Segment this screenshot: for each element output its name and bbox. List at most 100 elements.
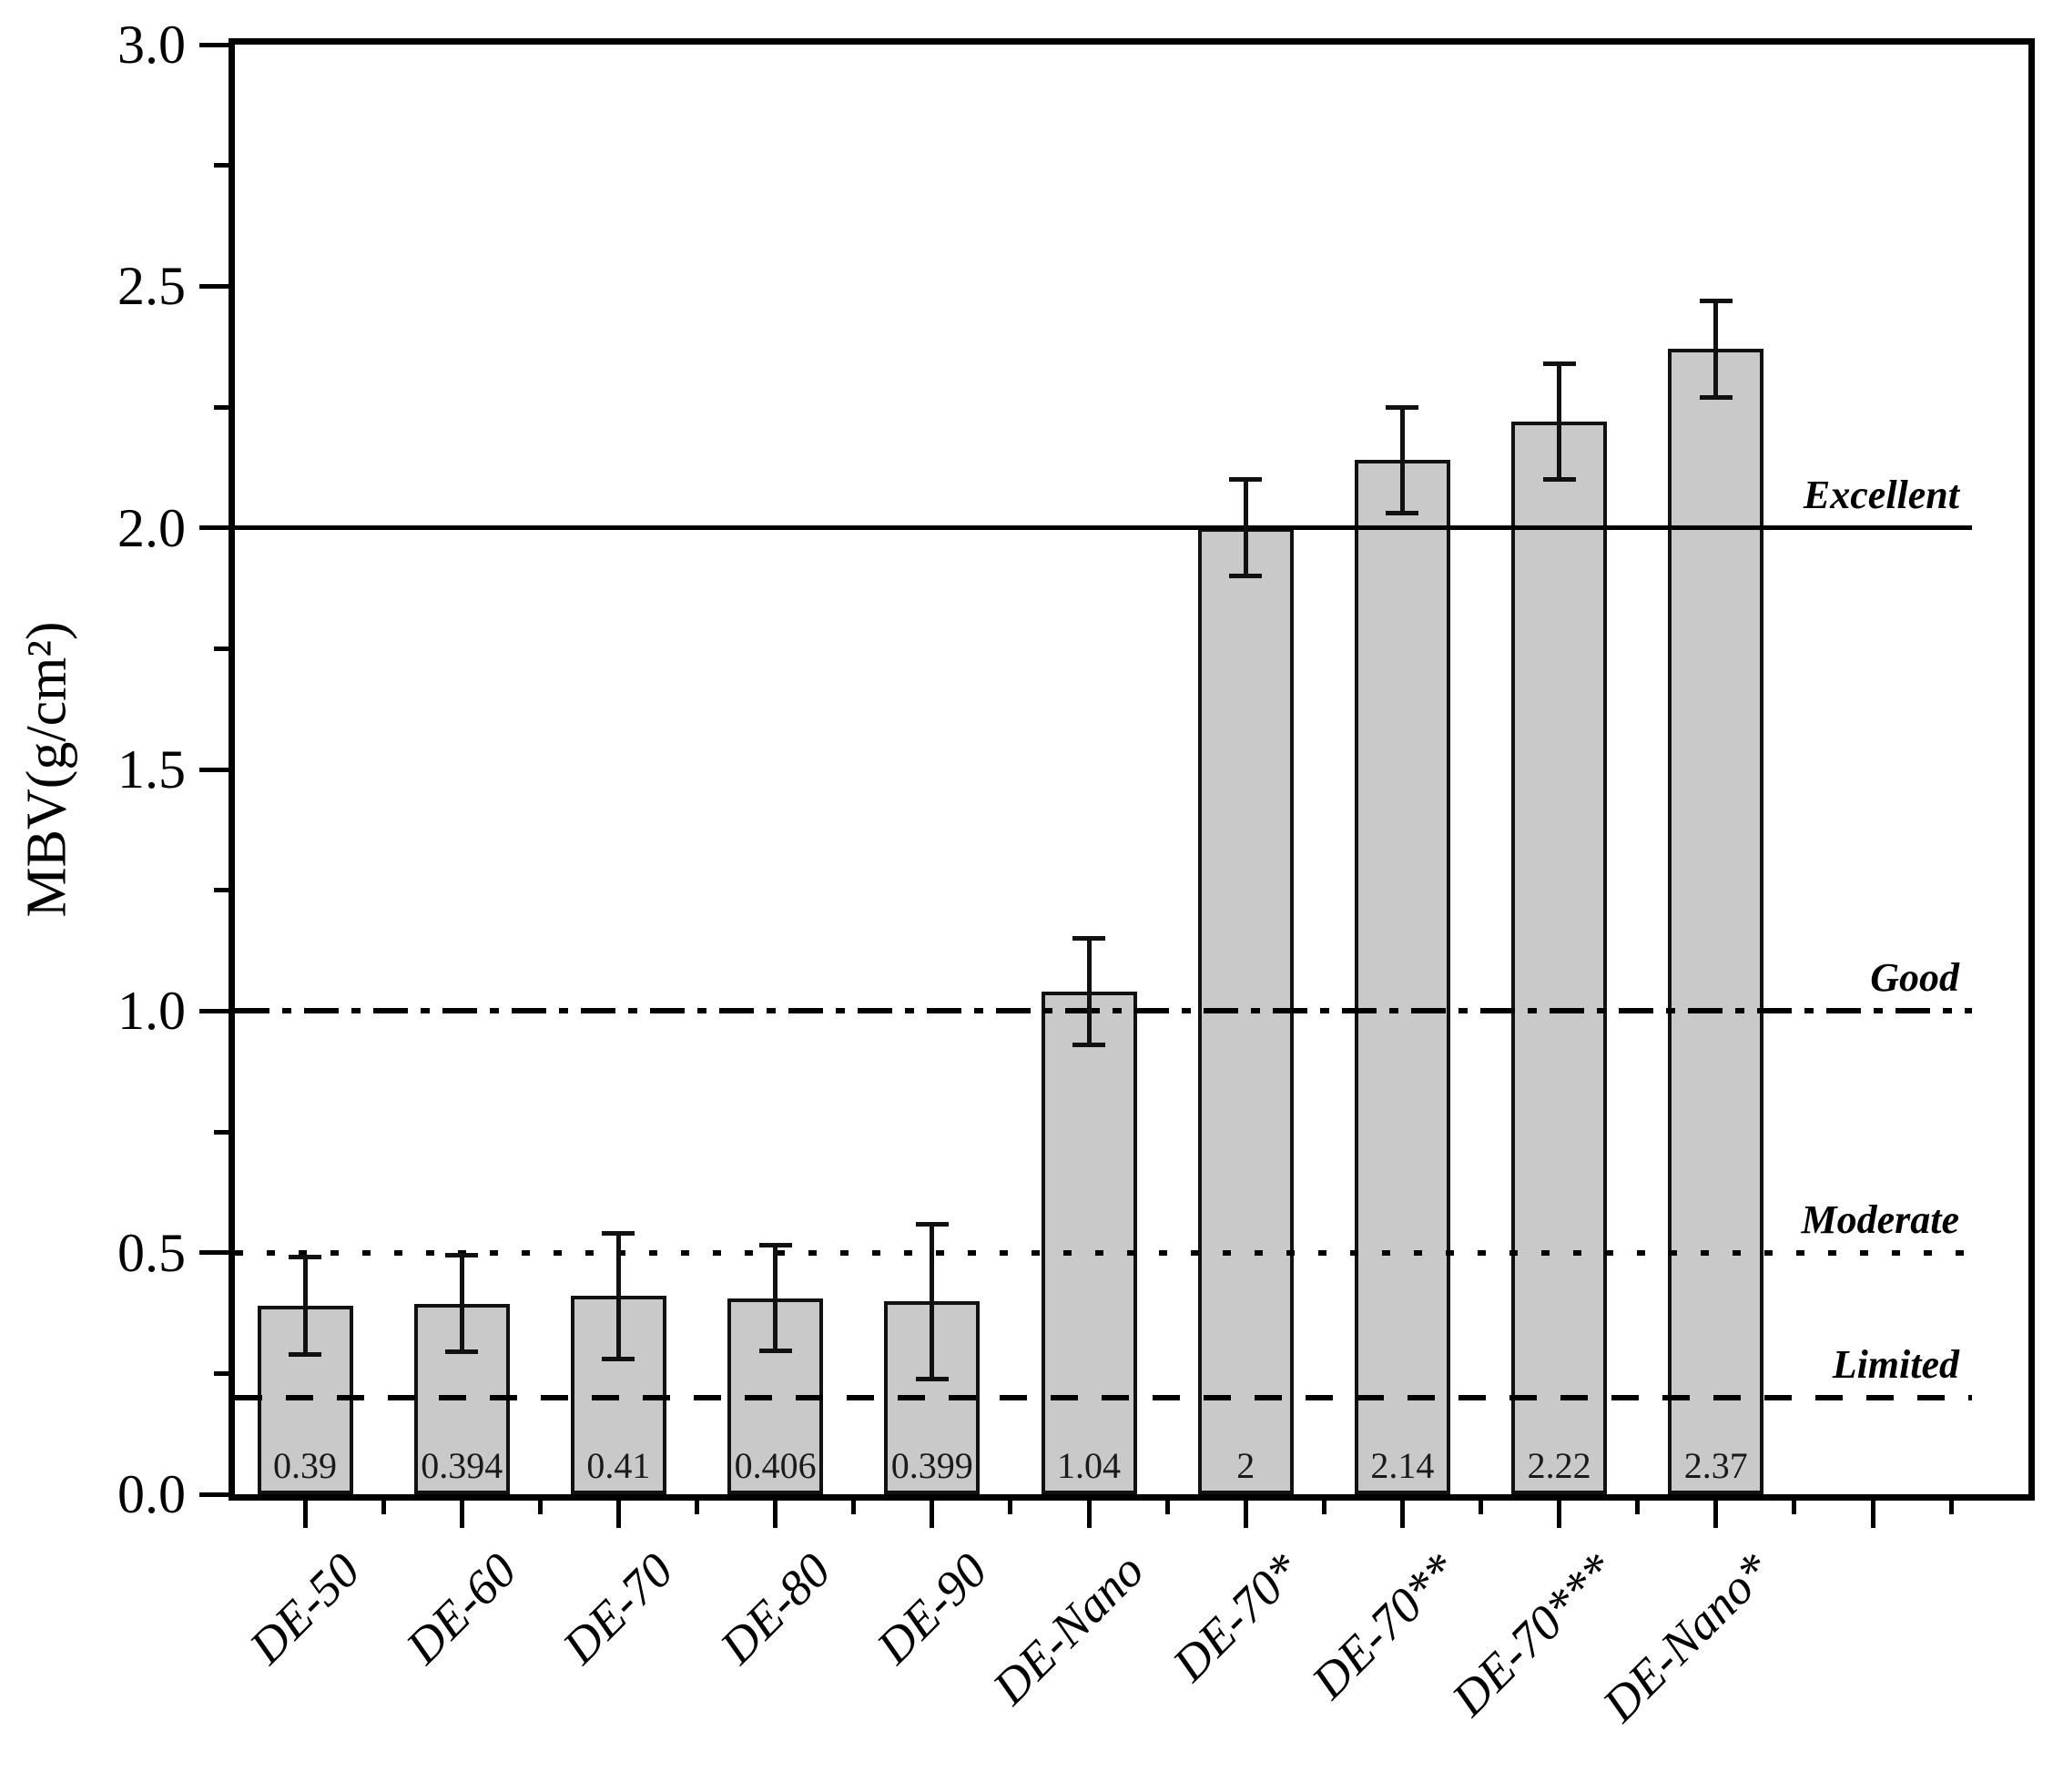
bar-value-label: 2.14 xyxy=(1370,1445,1435,1486)
y-axis-minor-tick xyxy=(214,646,229,651)
error-bar xyxy=(1086,938,1092,1045)
y-axis-tick-label: 1.0 xyxy=(117,981,186,1042)
reference-label-good: Good xyxy=(1870,955,1959,1001)
x-axis-minor-tick xyxy=(1792,1501,1797,1514)
y-axis-tick-label: 3.0 xyxy=(117,15,186,75)
x-axis-minor-tick xyxy=(381,1501,386,1514)
x-category-label: DE-50 xyxy=(239,1543,371,1675)
error-bar-cap-top xyxy=(915,1221,949,1227)
error-bar-cap-top xyxy=(1542,361,1576,366)
x-category-label: DE-70 xyxy=(552,1543,685,1675)
reference-label-limited: Limited xyxy=(1832,1341,1959,1387)
bar xyxy=(1668,349,1764,1494)
error-bar xyxy=(930,1224,935,1380)
x-axis-minor-tick xyxy=(1948,1501,1954,1514)
y-axis-minor-tick xyxy=(214,888,229,893)
x-axis-major-tick xyxy=(1399,1501,1405,1528)
y-axis-major-tick xyxy=(199,1008,229,1013)
error-bar-cap-bottom xyxy=(915,1376,949,1381)
y-axis-tick-label: 2.5 xyxy=(117,256,186,317)
error-bar-cap-top xyxy=(289,1255,321,1260)
error-bar-cap-top xyxy=(1229,477,1263,483)
y-axis-tick-label: 0.0 xyxy=(117,1464,186,1524)
x-axis-major-tick xyxy=(1713,1501,1719,1528)
reference-line-moderate xyxy=(235,1249,1972,1256)
y-axis-major-tick xyxy=(199,525,229,531)
bar xyxy=(1511,421,1608,1494)
error-bar-cap-bottom xyxy=(602,1356,635,1361)
error-bar xyxy=(302,1257,308,1355)
x-axis-minor-tick xyxy=(1008,1501,1013,1514)
bar-value-label: 0.399 xyxy=(890,1445,973,1486)
x-category-label: DE-80 xyxy=(709,1543,841,1675)
reference-line-excellent xyxy=(235,524,1972,530)
error-bar xyxy=(1557,363,1562,480)
y-axis-major-tick xyxy=(199,283,229,289)
error-bar xyxy=(615,1233,621,1359)
bar-value-label: 2.37 xyxy=(1683,1445,1748,1486)
error-bar-cap-top xyxy=(1072,936,1105,942)
reference-label-excellent: Excellent xyxy=(1803,472,1959,517)
error-bar-cap-bottom xyxy=(1229,574,1263,579)
reference-line-good xyxy=(235,1008,1972,1014)
error-bar-cap-bottom xyxy=(1072,1042,1105,1047)
x-axis-major-tick xyxy=(773,1501,778,1528)
reference-line-limited xyxy=(235,1394,1972,1400)
y-axis-minor-tick xyxy=(214,1129,229,1135)
error-bar-cap-bottom xyxy=(289,1351,321,1357)
error-bar-cap-top xyxy=(1386,404,1419,410)
x-category-label: DE-70** xyxy=(1301,1543,1469,1709)
x-axis-minor-tick xyxy=(1479,1501,1483,1514)
error-bar xyxy=(1243,479,1248,576)
bar-value-label: 0.406 xyxy=(734,1445,817,1486)
error-bar xyxy=(1399,407,1405,514)
x-axis-minor-tick xyxy=(1164,1501,1170,1514)
bar-value-label: 0.394 xyxy=(421,1445,503,1486)
error-bar-cap-bottom xyxy=(758,1349,792,1354)
y-axis-minor-tick xyxy=(214,404,229,410)
x-axis-minor-tick xyxy=(1635,1501,1641,1514)
x-axis-minor-tick xyxy=(1321,1501,1326,1514)
x-category-label: DE-90 xyxy=(866,1543,998,1675)
x-axis-major-tick xyxy=(1870,1501,1875,1528)
x-axis-major-tick xyxy=(1557,1501,1562,1528)
x-axis-minor-tick xyxy=(851,1501,857,1514)
bar-value-label: 2 xyxy=(1236,1445,1255,1486)
x-axis-minor-tick xyxy=(537,1501,543,1514)
y-axis-minor-tick xyxy=(214,163,229,168)
bar-value-label: 0.39 xyxy=(273,1445,337,1486)
x-axis-major-tick xyxy=(615,1501,621,1528)
y-axis-tick-label: 1.5 xyxy=(117,739,186,799)
x-axis-major-tick xyxy=(1243,1501,1248,1528)
x-category-label: DE-Nano xyxy=(981,1543,1154,1716)
x-axis-major-tick xyxy=(1086,1501,1092,1528)
x-axis-major-tick xyxy=(302,1501,308,1528)
x-axis-minor-tick xyxy=(695,1501,699,1514)
reference-label-moderate: Moderate xyxy=(1801,1196,1959,1242)
error-bar-cap-top xyxy=(445,1253,479,1258)
x-category-label: DE-70* xyxy=(1162,1543,1311,1692)
error-bar-cap-top xyxy=(1699,298,1733,303)
bar xyxy=(1354,460,1450,1494)
y-axis-tick-label: 0.5 xyxy=(117,1222,186,1283)
error-bar-cap-bottom xyxy=(1386,511,1419,516)
y-axis-major-tick xyxy=(199,42,229,47)
x-axis-major-tick xyxy=(930,1501,935,1528)
error-bar xyxy=(1713,300,1719,398)
error-bar-cap-top xyxy=(602,1230,635,1236)
y-axis-major-tick xyxy=(199,1492,229,1497)
error-bar xyxy=(773,1245,778,1351)
x-category-label: DE-Nano* xyxy=(1591,1543,1782,1733)
y-axis-major-tick xyxy=(199,1250,229,1256)
bar-value-label: 2.22 xyxy=(1527,1445,1591,1486)
plot-area: 0.39 0.394 0.41 0.406 0.399 1.04 2 2.14 2.22 2.37… xyxy=(229,38,2035,1501)
x-category-label: DE-60 xyxy=(395,1543,527,1675)
bar xyxy=(1041,992,1137,1494)
error-bar-cap-bottom xyxy=(445,1349,479,1355)
error-bar-cap-top xyxy=(758,1242,792,1247)
error-bar xyxy=(459,1255,464,1352)
bar-value-label: 0.41 xyxy=(586,1445,651,1486)
y-axis-tick-label: 2.0 xyxy=(117,497,186,558)
bar-value-label: 1.04 xyxy=(1057,1445,1121,1486)
